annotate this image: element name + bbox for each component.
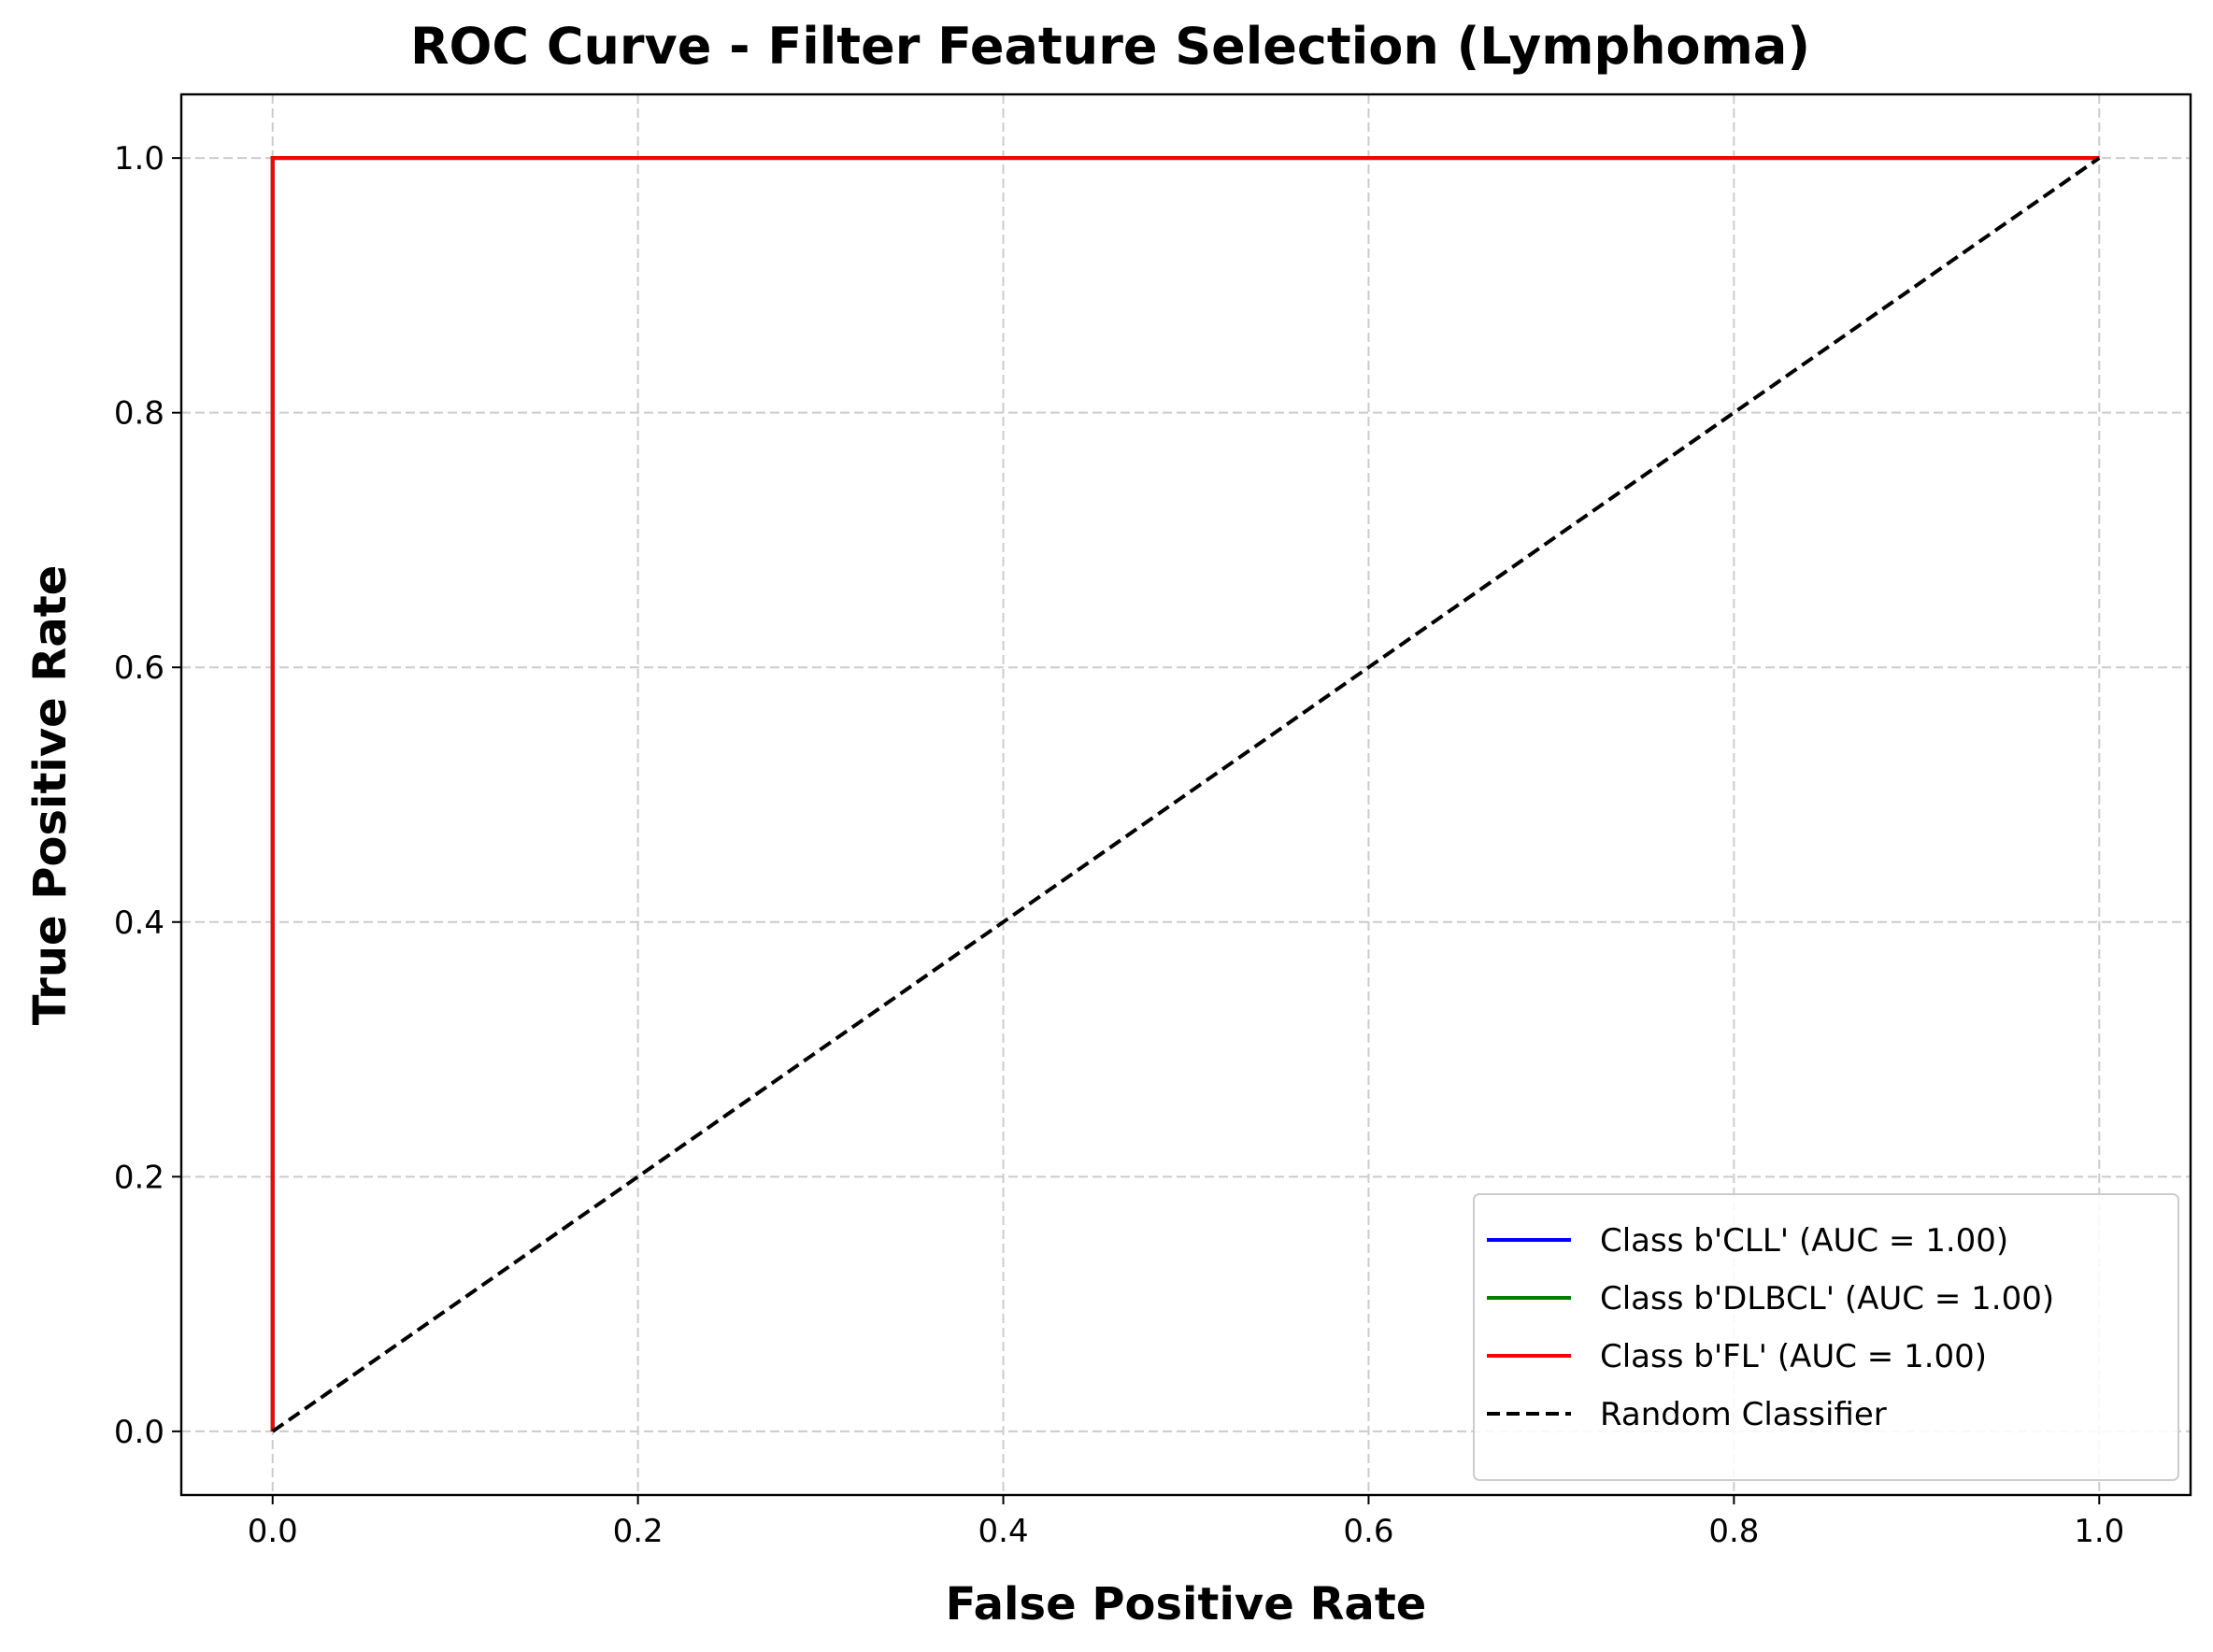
legend-label: Class b'CLL' (AUC = 1.00) — [1600, 1222, 2008, 1260]
plot-frame — [179, 93, 2192, 1497]
series-line — [271, 156, 2101, 1433]
x-tick-label: 0.2 — [613, 1513, 664, 1550]
chart-title: ROC Curve - Filter Feature Selection (Ly… — [410, 17, 1810, 76]
x-tick-label: 0.8 — [1708, 1513, 1759, 1550]
y-tick-label: 0.0 — [114, 1414, 164, 1451]
x-tick-label: 0.0 — [248, 1513, 298, 1550]
y-tick-label: 1.0 — [114, 140, 164, 178]
x-axis-label: False Positive Rate — [946, 1578, 1427, 1631]
y-tick-label: 0.2 — [114, 1159, 164, 1196]
y-axis-label: True Positive Rate — [24, 565, 77, 1026]
y-tick-label: 0.6 — [114, 649, 164, 687]
series-line — [270, 156, 2100, 1431]
legend-box — [1473, 1193, 2179, 1481]
x-tick-label: 0.4 — [978, 1513, 1029, 1550]
y-tick-label: 0.8 — [114, 395, 164, 433]
legend-label: Class b'DLBCL' (AUC = 1.00) — [1600, 1280, 2054, 1317]
x-tick-label: 1.0 — [2074, 1513, 2124, 1550]
legend-label: Random Classifier — [1600, 1396, 1887, 1433]
x-tick-label: 0.6 — [1343, 1513, 1393, 1550]
plot-lines — [270, 156, 2101, 1433]
legend: Class b'CLL' (AUC = 1.00) Class b'DLBCL' … — [1473, 1193, 2179, 1481]
axis-ticks: 0.0 0.2 0.4 0.6 0.8 1.0 0.0 0.2 0.4 0.6 0.8 1.0 — [114, 140, 2124, 1550]
legend-label: Class b'FL' (AUC = 1.00) — [1600, 1338, 1987, 1375]
y-tick-label: 0.4 — [114, 904, 164, 942]
